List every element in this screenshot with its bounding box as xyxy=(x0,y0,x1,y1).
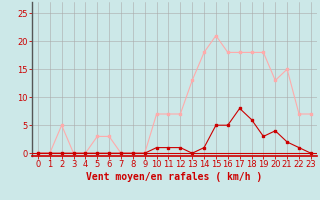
X-axis label: Vent moyen/en rafales ( km/h ): Vent moyen/en rafales ( km/h ) xyxy=(86,172,262,182)
